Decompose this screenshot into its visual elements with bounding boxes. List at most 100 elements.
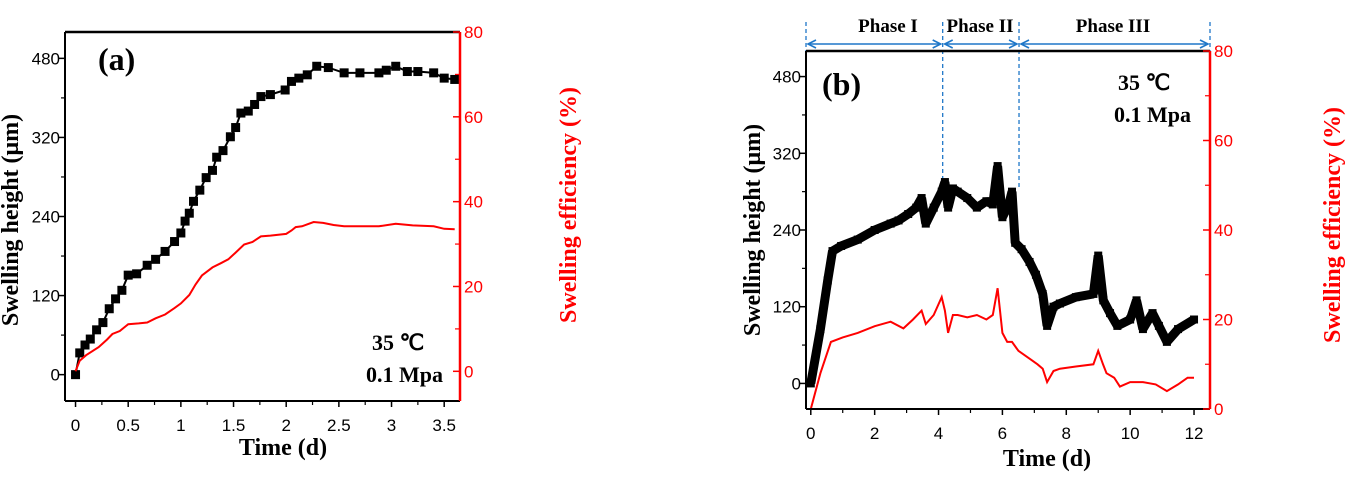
data-point-height [391,61,401,71]
data-point-height [921,219,930,228]
data-point-height [1089,289,1098,298]
data-point-height [1049,302,1058,311]
x-tick-label: 3 [387,416,396,435]
y2-tick-label: 80 [464,23,483,42]
data-point-height [963,194,972,203]
data-point-height [265,90,275,100]
data-point-height [71,370,81,380]
data-point-height [940,178,949,187]
data-point-height [231,123,241,133]
y2-tick-label: 40 [1214,221,1233,240]
data-point-height [1055,299,1064,308]
data-point-height [302,70,312,80]
y-tick-label: 120 [773,298,801,317]
panel-b: (b) 35 ℃ 0.1 Mpa Time (d) Swelling heigh… [740,16,1346,472]
y2-tick-label: 80 [1214,42,1233,61]
x-tick-label: 2 [281,416,290,435]
data-point-height [374,68,384,78]
data-point-height [1148,309,1157,318]
data-point-height [355,68,365,78]
data-point-height [904,210,913,219]
y-tick-label: 320 [32,128,60,147]
data-point-height [1043,321,1052,330]
data-point-height [1154,321,1163,330]
data-point-height [1038,289,1047,298]
y-tick-label: 240 [32,208,60,227]
data-point-height [184,208,194,218]
series-height-band [806,165,1197,385]
data-point-height [256,92,266,102]
data-point-height [180,216,190,226]
data-point-height [189,196,199,206]
data-point-height [886,219,895,228]
y2-axis-title: Swelling efficiency (%) [1320,107,1346,343]
data-point-height [98,318,108,328]
phase-arrow-head [942,39,954,49]
x-axis-title: Time (d) [239,435,327,461]
data-point-height [853,235,862,244]
data-point-height [429,68,439,78]
series-efficiency-line [809,288,1194,410]
data-point-height [912,203,921,212]
phase-arrow-head [1199,39,1210,49]
data-point-height [207,165,217,175]
x-tick-label: 0 [806,424,815,443]
data-point-height [236,108,246,118]
data-point-height [917,194,926,203]
data-point-height [837,241,846,250]
x-tick-label: 10 [1121,424,1140,443]
x-tick-label: 12 [1185,424,1204,443]
data-point-height [339,68,349,78]
data-point-height [1174,325,1183,334]
x-tick-label: 0 [71,416,80,435]
data-point-height [212,152,222,162]
data-point-height [1025,257,1034,266]
data-point-height [816,325,825,334]
data-point-height [160,246,170,256]
data-point-height [132,269,142,279]
y2-tick-label: 20 [1214,311,1233,330]
y2-tick-label: 0 [464,362,473,381]
data-point-height [953,187,962,196]
x-tick-label: 8 [1062,424,1071,443]
x-tick-label: 3.5 [432,416,456,435]
data-point-height [250,99,260,109]
y2-tick-label: 0 [1214,400,1223,419]
data-point-height [1138,325,1147,334]
data-point-height [1004,200,1013,209]
data-point-height [323,63,333,73]
y2-tick-label: 40 [464,193,483,212]
data-point-height [85,334,95,344]
x-tick-label: 4 [934,424,943,443]
data-point-height [111,294,121,304]
data-point-height [201,173,211,183]
panel-a: (a) 35 ℃ 0.1 Mpa Time (d) Swelling heigh… [0,23,582,461]
data-point-height [937,187,946,196]
data-point-height [92,325,102,335]
y-axis-title: Swelling height (μm) [0,114,24,326]
data-point-height [151,254,161,264]
data-point-height [972,203,981,212]
data-point-height [218,146,228,156]
data-point-height [75,348,85,358]
data-point-height [176,228,186,238]
y2-tick-label: 60 [1214,132,1233,151]
data-point-height [1162,337,1171,346]
data-point-height [1094,251,1103,260]
phase-label: Phase III [1076,16,1150,37]
phase-arrow-head [932,39,943,49]
x-tick-label: 2.5 [327,416,351,435]
phase-label: Phase I [858,16,918,37]
data-point-height [243,106,253,116]
phase-arrow-head [806,39,817,49]
data-point-height [123,270,133,280]
phase-arrow-head [1008,39,1019,49]
y-tick-label: 0 [51,366,60,385]
data-point-height [195,185,205,195]
data-point-height [402,67,412,77]
y2-tick-label: 60 [464,108,483,127]
data-point-height [988,200,997,209]
y-axis-title: Swelling height (μm) [740,124,766,336]
data-point-height [828,247,837,256]
data-point-height [948,184,957,193]
